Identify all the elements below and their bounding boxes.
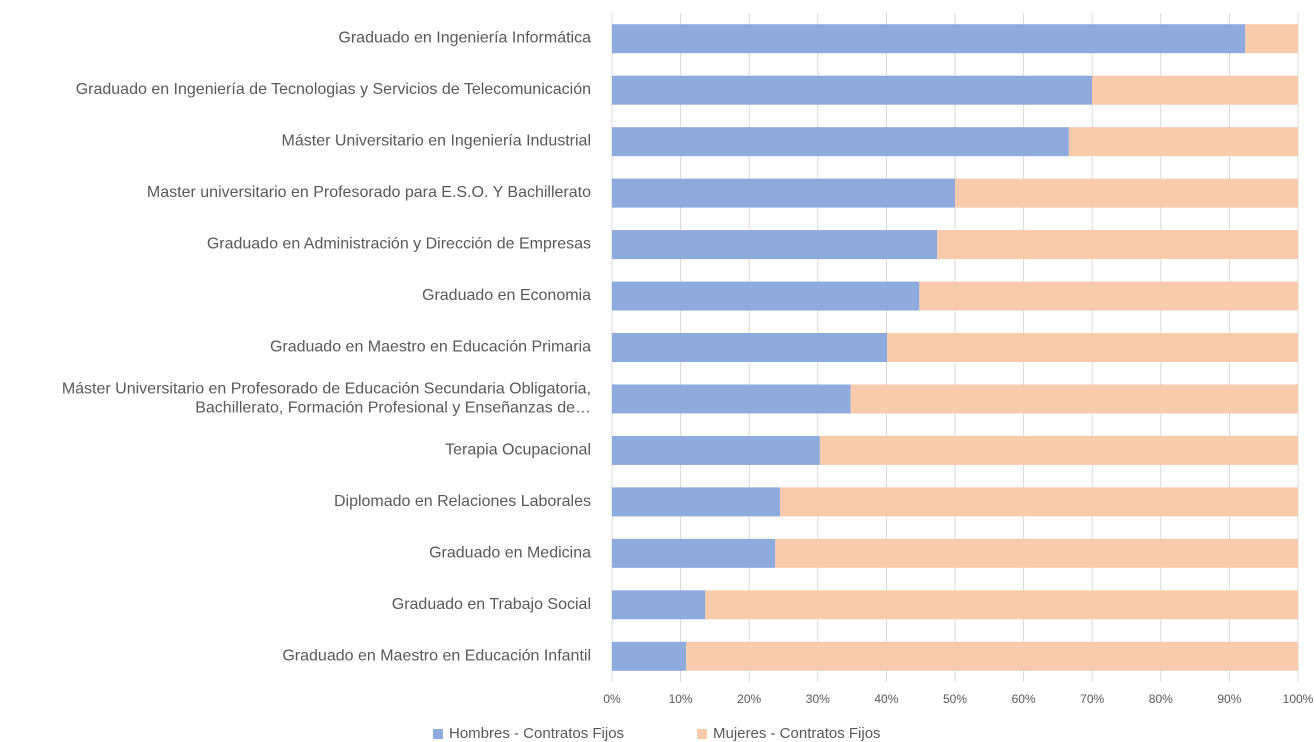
bar-segment [612, 435, 820, 465]
x-tick-label: 90% [1217, 692, 1241, 706]
bar-segment [612, 384, 851, 414]
bar-segment [1068, 127, 1298, 157]
bar-segment [686, 641, 1298, 671]
bar-segment [780, 487, 1298, 517]
x-tick-label: 70% [1080, 692, 1104, 706]
y-tick-label: Diplomado en Relaciones Laborales [334, 493, 591, 510]
y-tick-label: Master universitario en Profesorado para… [147, 184, 591, 201]
bar-segment [612, 333, 888, 362]
bar-segment [612, 487, 781, 517]
x-tick-label: 20% [737, 692, 761, 706]
bar-segment [955, 178, 1298, 208]
bar-segment [612, 538, 776, 568]
y-tick-label: Graduado en Ingeniería de Tecnologias y … [76, 81, 591, 98]
y-tick-label: Terapia Ocupacional [445, 442, 591, 459]
legend-label: Mujeres - Contratos Fijos [713, 725, 881, 742]
bar-segment [612, 127, 1069, 157]
bar-segment [775, 538, 1298, 568]
bar-segment [612, 281, 920, 311]
y-tick-label: Graduado en Administración y Dirección d… [207, 236, 591, 253]
bar-segment [612, 590, 706, 620]
bar-segment [612, 24, 1246, 54]
y-tick-label: Máster Universitario en Ingeniería Indus… [282, 133, 591, 150]
bar-segment [612, 178, 955, 208]
bar-segment [850, 384, 1298, 414]
y-tick-label: Graduado en Medicina [429, 545, 591, 562]
bar-segment [1092, 75, 1298, 105]
x-tick-label: 30% [806, 692, 830, 706]
y-tick-label: Graduado en Maestro en Educación Infanti… [282, 647, 591, 664]
x-tick-label: 50% [943, 692, 967, 706]
legend-swatch [697, 729, 707, 739]
bar-segment [705, 590, 1298, 620]
bar-segment [612, 230, 938, 260]
x-tick-label: 10% [669, 692, 693, 706]
bar-segment [612, 75, 1093, 105]
y-tick-label: Máster Universitario en Profesorado de E… [62, 381, 591, 417]
y-tick-label: Graduado en Maestro en Educación Primari… [270, 339, 591, 356]
bar-segment [887, 333, 1298, 362]
y-tick-label: Graduado en Trabajo Social [392, 596, 591, 613]
bar-segment [1245, 24, 1298, 54]
bar-segment [937, 230, 1298, 260]
legend-label: Hombres - Contratos Fijos [449, 725, 624, 742]
bar-segment [612, 641, 687, 671]
bar-segment [819, 435, 1298, 465]
x-tick-label: 0% [603, 692, 621, 706]
y-tick-label: Graduado en Economia [422, 287, 591, 304]
x-tick-label: 60% [1012, 692, 1036, 706]
x-tick-label: 80% [1149, 692, 1173, 706]
legend-swatch [433, 729, 443, 739]
x-tick-label: 40% [874, 692, 898, 706]
y-tick-label: Graduado en Ingeniería Informática [338, 30, 591, 47]
x-tick-label: 100% [1283, 692, 1314, 706]
bar-segment [919, 281, 1298, 311]
